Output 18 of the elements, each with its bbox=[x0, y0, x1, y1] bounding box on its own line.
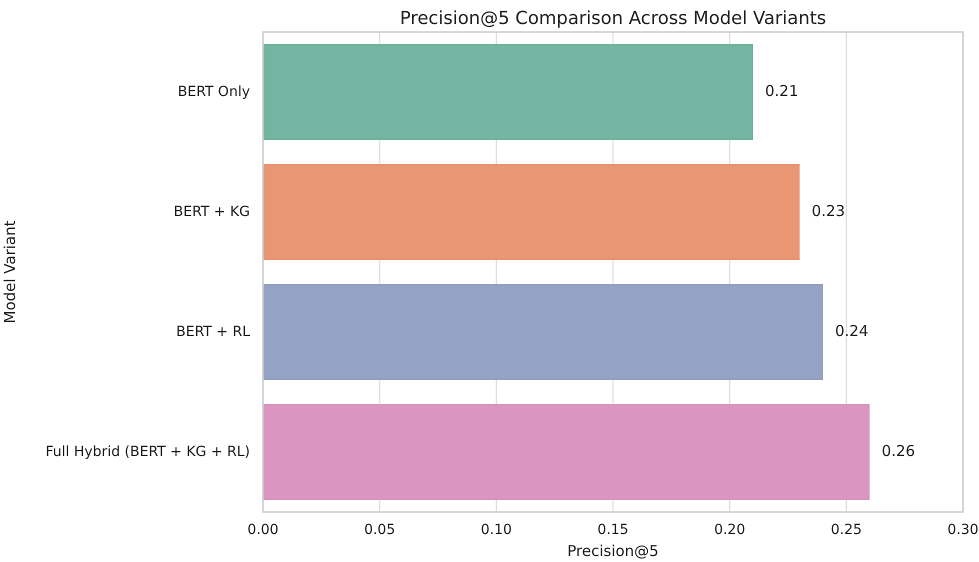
data-label: 0.23 bbox=[812, 202, 846, 220]
x-tick-label: 0.00 bbox=[247, 522, 279, 538]
x-tick-label: 0.05 bbox=[364, 522, 396, 538]
x-tick-label: 0.15 bbox=[597, 522, 629, 538]
chart-title: Precision@5 Comparison Across Model Variants bbox=[400, 8, 826, 29]
y-tick-label: BERT + KG bbox=[174, 204, 250, 220]
data-label: 0.21 bbox=[765, 82, 798, 100]
y-tick-label: BERT + RL bbox=[176, 324, 250, 340]
x-tick-label: 0.30 bbox=[947, 522, 979, 538]
data-label: 0.24 bbox=[835, 322, 868, 340]
x-tick-label: 0.25 bbox=[830, 522, 862, 538]
y-tick-label: BERT Only bbox=[178, 84, 250, 100]
y-axis-title: Model Variant bbox=[1, 220, 19, 324]
x-tick-label: 0.10 bbox=[480, 522, 512, 538]
x-axis-title: Precision@5 bbox=[567, 542, 659, 560]
x-tick-label: 0.20 bbox=[714, 522, 746, 538]
y-tick-label: Full Hybrid (BERT + KG + RL) bbox=[45, 444, 250, 460]
data-label: 0.26 bbox=[882, 442, 916, 460]
